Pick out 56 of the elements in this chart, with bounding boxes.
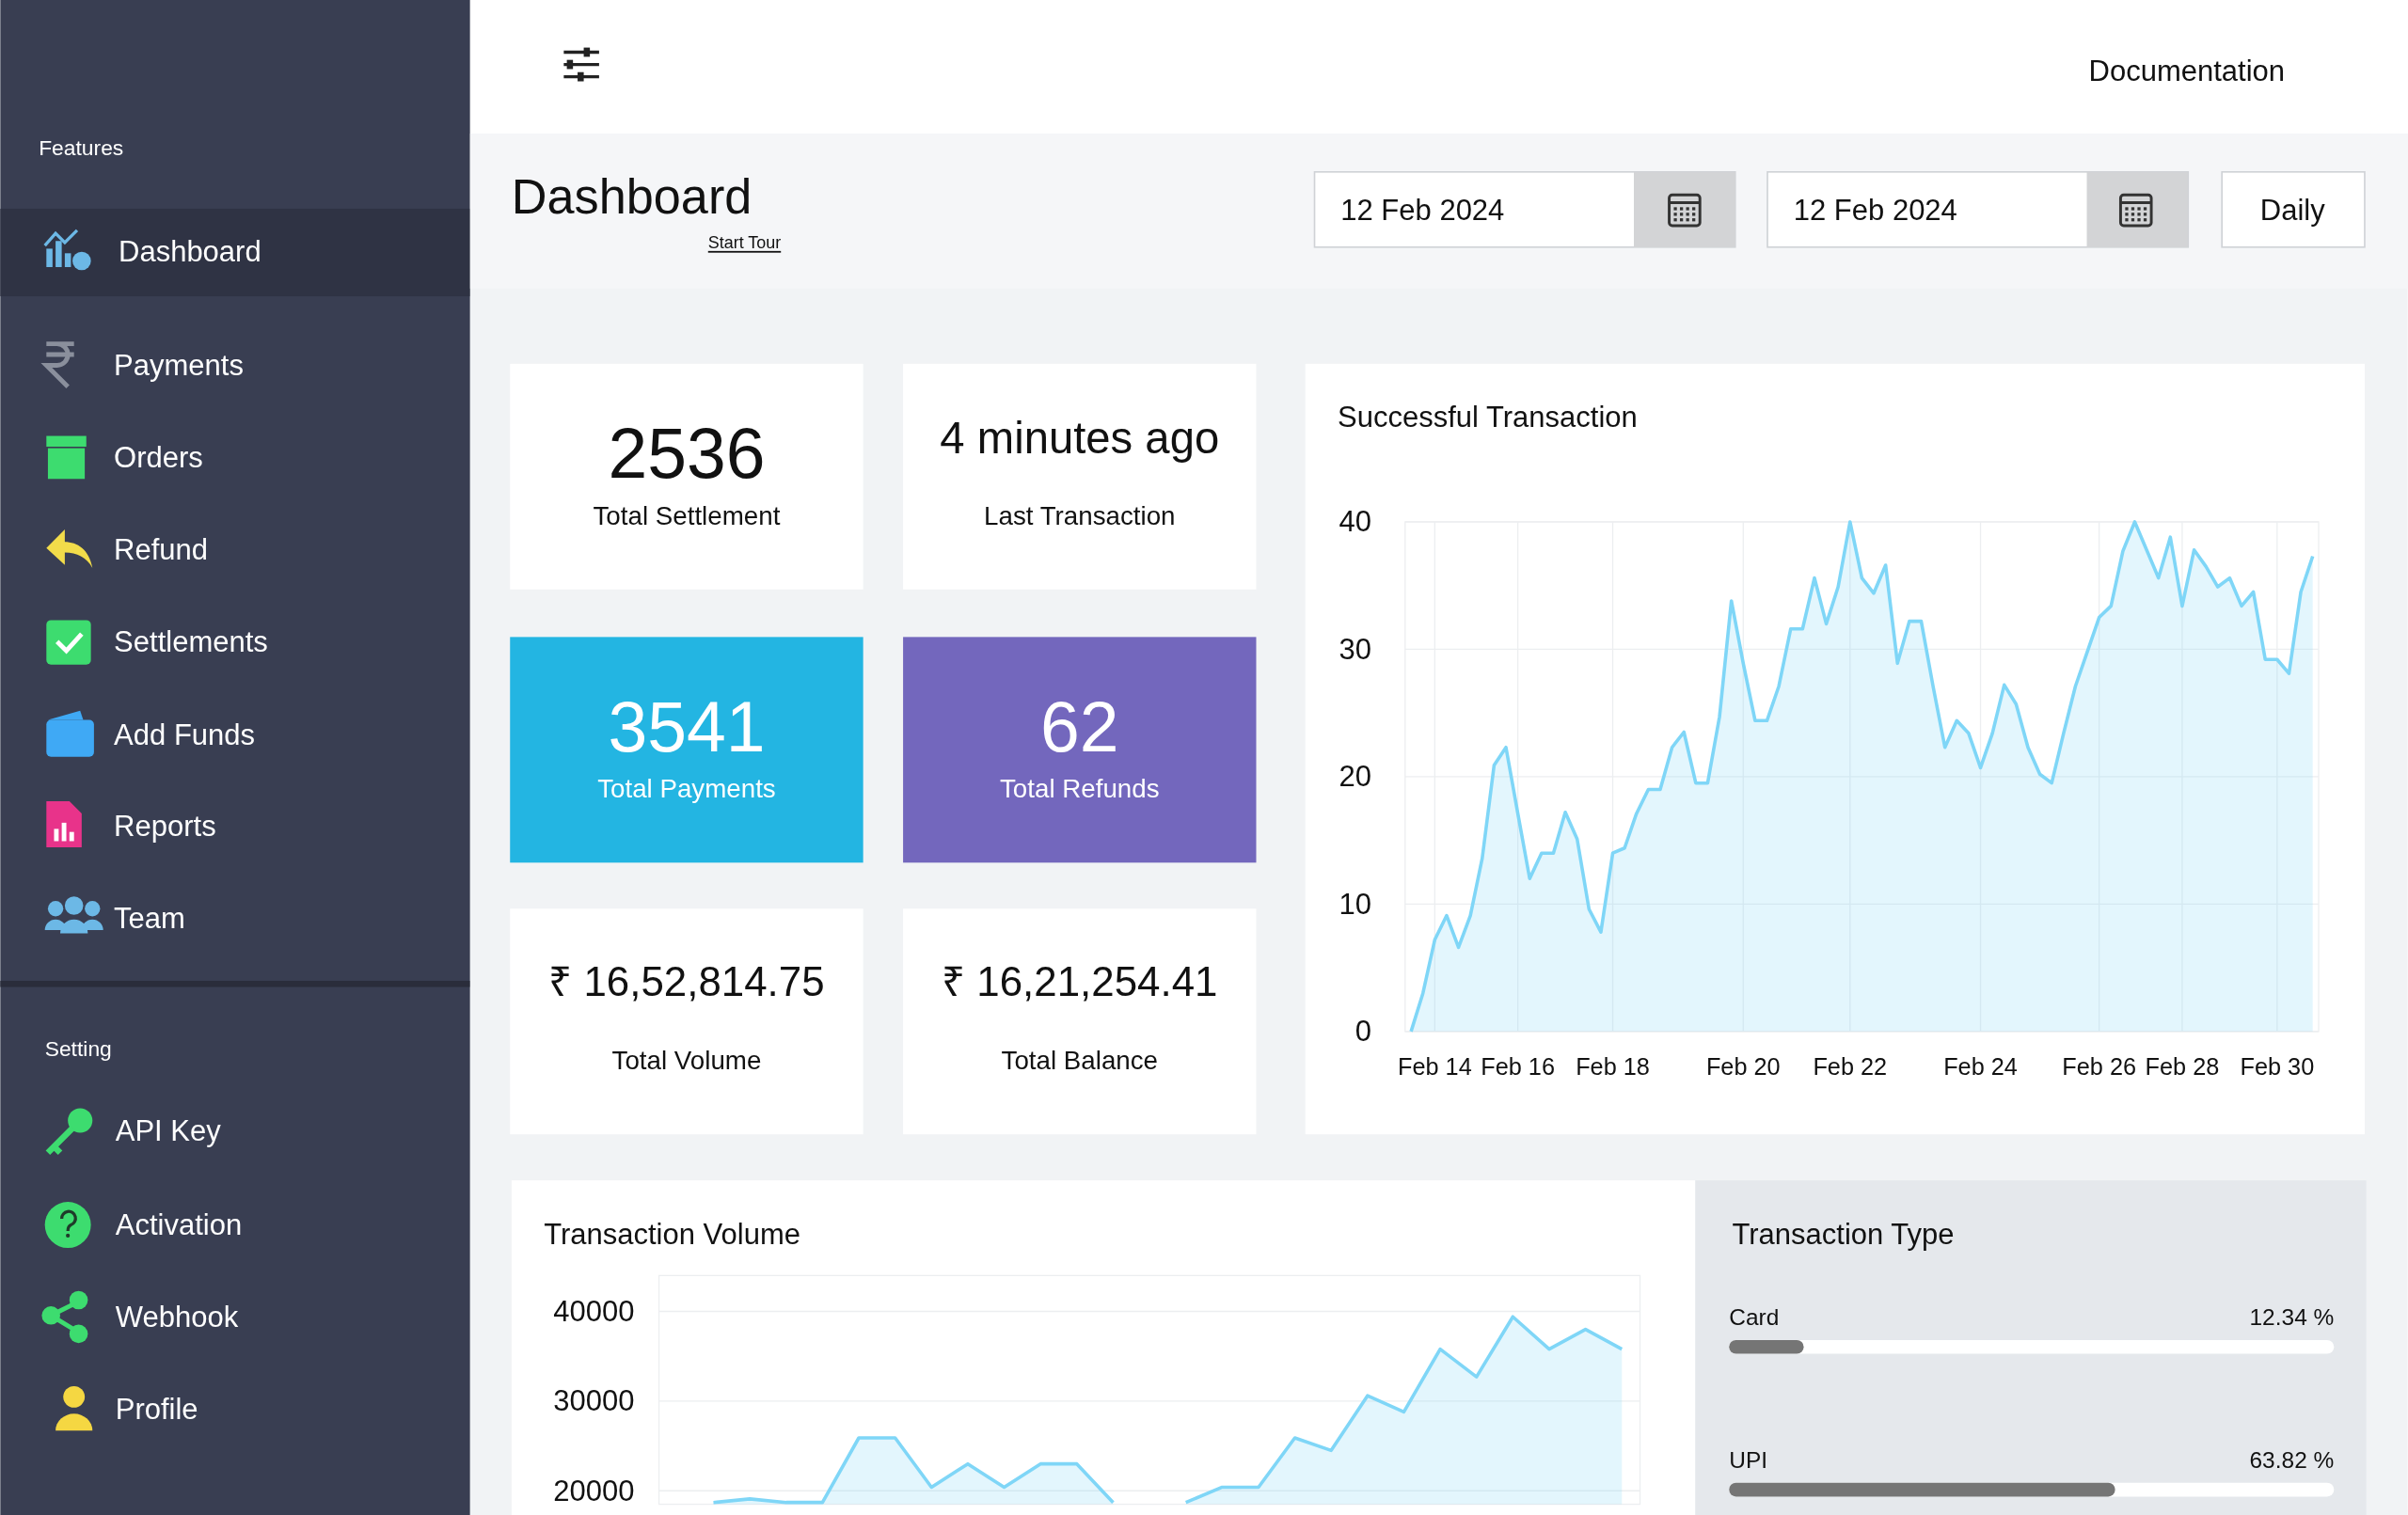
text: Dashboard: [511, 168, 752, 224]
text: Webhook: [115, 1300, 239, 1334]
text: Settlements: [114, 624, 268, 658]
y-tick-label: 30000: [553, 1384, 635, 1418]
text: Activation: [115, 1208, 243, 1242]
text: Payments: [114, 348, 244, 382]
x-tick-label: Feb 18: [1576, 1053, 1650, 1081]
y-tick-label: 10: [1339, 887, 1371, 921]
y-tick-label: 40000: [553, 1295, 635, 1329]
y-tick-label: 30: [1339, 632, 1371, 666]
x-tick-label: Feb 26: [2062, 1053, 2137, 1081]
text: Features: [39, 134, 124, 160]
text: Start Tour: [707, 232, 782, 252]
text: Documentation: [2088, 54, 2286, 87]
text: Refund: [114, 532, 209, 566]
category-label: Card: [1729, 1303, 1780, 1330]
x-tick-label: Feb 16: [1481, 1053, 1555, 1081]
y-tick-label: 40: [1339, 505, 1371, 539]
text: Total Settlement: [593, 500, 781, 530]
date-field: 12 Feb 2024: [1313, 171, 1736, 248]
data-label: 63.82 %: [2249, 1446, 2335, 1473]
text: Total Volume: [611, 1046, 762, 1076]
y-tick-label: 0: [1354, 1015, 1371, 1049]
text: Dashboard: [119, 235, 261, 269]
text: 2536: [608, 414, 766, 494]
chart-title: Transaction Volume: [544, 1217, 800, 1251]
text: Total Balance: [1001, 1046, 1159, 1076]
text: ₹ 16,21,254.41: [942, 957, 1218, 1004]
x-tick-label: Feb 22: [1813, 1053, 1888, 1081]
data-label: 12.34 %: [2249, 1303, 2335, 1330]
text: Reports: [114, 809, 216, 843]
text: Setting: [44, 1035, 112, 1061]
date-field: 12 Feb 2024: [1766, 171, 2190, 248]
chart-title: Successful Transaction: [1338, 401, 1638, 434]
y-tick-label: 20: [1339, 760, 1371, 794]
text: Profile: [115, 1392, 198, 1426]
text: 4 minutes ago: [940, 413, 1220, 464]
chart-title: Transaction Type: [1732, 1217, 1955, 1251]
x-tick-label: Feb 14: [1397, 1053, 1472, 1081]
text: ₹ 16,52,814.75: [548, 957, 825, 1004]
category-label: UPI: [1729, 1446, 1768, 1473]
text: Total Refunds: [999, 774, 1160, 804]
x-tick-label: Feb 20: [1705, 1053, 1781, 1081]
text: 3541: [608, 687, 766, 767]
text: Add Funds: [114, 718, 256, 752]
x-tick-label: Feb 28: [2145, 1053, 2220, 1081]
text: Team: [114, 901, 185, 935]
x-tick-label: Feb 24: [1943, 1053, 2018, 1081]
text: API Key: [115, 1114, 222, 1148]
text: Orders: [114, 440, 203, 474]
y-tick-label: 20000: [553, 1474, 635, 1507]
period-field: Daily: [2221, 171, 2366, 248]
text: Total Payments: [597, 774, 776, 804]
text: 62: [1040, 687, 1119, 767]
x-tick-label: Feb 30: [2240, 1053, 2315, 1081]
text: Last Transaction: [984, 500, 1176, 530]
